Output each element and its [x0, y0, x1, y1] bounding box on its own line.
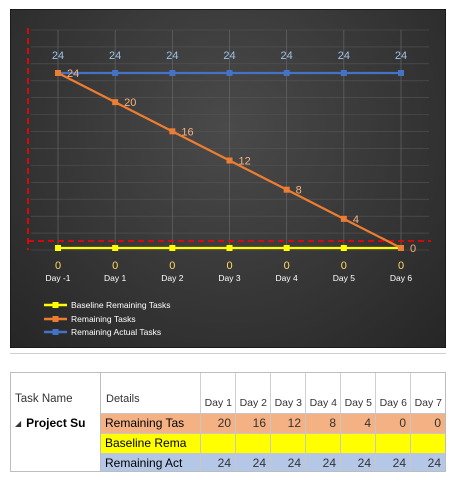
x-tick-label: Day 5	[333, 273, 355, 283]
remaining-tasks-point	[398, 245, 404, 251]
task-usage-table: Task Name ◢ Project Su Details Day 1 Day…	[10, 372, 446, 472]
remaining-data-label: 0	[410, 243, 416, 255]
baseline-data-label: 0	[55, 260, 61, 272]
detail-cell[interactable]	[376, 434, 411, 453]
remaining-tasks-point	[283, 186, 290, 193]
x-tick-label: Day -1	[45, 273, 70, 283]
baseline-remaining-point	[169, 245, 176, 251]
actual-data-label: 24	[52, 50, 64, 62]
actual-data-label: 24	[223, 50, 235, 62]
task-name: Project Su	[26, 416, 86, 430]
pane-divider[interactable]	[10, 353, 446, 354]
detail-row[interactable]: Baseline Rema	[101, 433, 445, 453]
baseline-data-label: 0	[398, 260, 404, 272]
baseline-data-label: 0	[112, 260, 118, 272]
remaining-data-label: 4	[353, 214, 359, 226]
legend-marker	[52, 302, 59, 308]
detail-label: Remaining Act	[101, 454, 201, 471]
detail-cell[interactable]: 24	[376, 454, 411, 471]
remaining-actual-point	[340, 70, 347, 76]
legend-marker	[52, 329, 59, 335]
detail-cell[interactable]	[306, 434, 341, 453]
x-tick-label: Day 4	[276, 273, 298, 283]
detail-cell[interactable]	[236, 434, 271, 453]
detail-cell[interactable]: 12	[271, 414, 306, 433]
detail-label: Baseline Rema	[101, 434, 201, 453]
baseline-data-label: 0	[226, 260, 232, 272]
remaining-data-label: 12	[239, 156, 251, 168]
details-header[interactable]: Details	[101, 373, 201, 413]
detail-cell[interactable]: 20	[201, 414, 236, 433]
baseline-data-label: 0	[169, 260, 175, 272]
actual-data-label: 24	[166, 50, 178, 62]
task-row[interactable]: ◢ Project Su	[11, 413, 101, 433]
detail-cell[interactable]	[271, 434, 306, 453]
timephased-grid: Details Day 1 Day 2 Day 3 Day 4 Day 5 Da…	[101, 373, 445, 471]
detail-cell[interactable]: 4	[341, 414, 376, 433]
x-tick-label: Day 3	[218, 273, 240, 283]
detail-row[interactable]: Remaining Tas 20 16 12 8 4 0 0	[101, 413, 445, 433]
baseline-remaining-point	[283, 245, 290, 251]
detail-cell[interactable]	[341, 434, 376, 453]
remaining-actual-point	[226, 70, 233, 76]
detail-cell[interactable]: 24	[236, 454, 271, 471]
task-name-column: Task Name ◢ Project Su	[11, 373, 101, 471]
actual-data-label: 24	[338, 50, 350, 62]
legend-marker	[52, 316, 59, 322]
legend-label: Remaining Actual Tasks	[71, 327, 161, 337]
burndown-chart: 24 24 24 24 24 24 24 24 20 16 12 8 4 0 0 0 0 0 0 0 0 Day -1 Da…	[10, 9, 446, 348]
legend-label: Baseline Remaining Tasks	[71, 300, 171, 310]
detail-cell[interactable]: 16	[236, 414, 271, 433]
baseline-data-label: 0	[341, 260, 347, 272]
day-header: Day 6	[376, 373, 411, 413]
task-name-header[interactable]: Task Name	[15, 393, 73, 405]
remaining-tasks-point	[169, 128, 176, 135]
x-tick-label: Day 2	[161, 273, 183, 283]
day-header: Day 3	[271, 373, 306, 413]
x-tick-label: Day 1	[104, 273, 126, 283]
actual-data-label: 24	[281, 50, 293, 62]
day-header: Day 2	[236, 373, 271, 413]
detail-label: Remaining Tas	[101, 414, 201, 433]
detail-cell[interactable]: 24	[201, 454, 236, 471]
remaining-tasks-point	[112, 99, 119, 106]
collapse-triangle-icon[interactable]: ◢	[15, 418, 22, 428]
remaining-data-label: 24	[67, 68, 79, 80]
detail-cell[interactable]	[411, 434, 445, 453]
detail-cell[interactable]: 24	[306, 454, 341, 471]
detail-cell[interactable]: 24	[271, 454, 306, 471]
baseline-remaining-point	[55, 245, 61, 251]
actual-data-label: 24	[395, 50, 407, 62]
remaining-data-label: 20	[124, 97, 136, 109]
detail-cell[interactable]: 0	[411, 414, 445, 433]
remaining-actual-point	[283, 70, 290, 76]
day-header: Day 1	[201, 373, 236, 413]
day-header: Day 7	[411, 373, 445, 413]
x-tick-label: Day 6	[390, 273, 412, 283]
remaining-tasks-point	[55, 70, 61, 76]
baseline-remaining-point	[226, 245, 233, 251]
detail-cell[interactable]: 24	[341, 454, 376, 471]
actual-data-label: 24	[109, 50, 121, 62]
detail-row[interactable]: Remaining Act 24 24 24 24 24 24 24	[101, 453, 445, 471]
remaining-data-label: 16	[181, 126, 193, 138]
remaining-tasks-point	[226, 157, 233, 164]
baseline-data-label: 0	[284, 260, 290, 272]
remaining-actual-point	[398, 70, 404, 76]
remaining-tasks-point	[340, 215, 347, 222]
remaining-actual-point	[169, 70, 176, 76]
legend-label: Remaining Tasks	[71, 314, 136, 324]
remaining-data-label: 8	[296, 185, 302, 197]
detail-cell[interactable]: 8	[306, 414, 341, 433]
remaining-actual-point	[112, 70, 119, 76]
detail-cell[interactable]	[201, 434, 236, 453]
detail-cell[interactable]: 24	[411, 454, 445, 471]
detail-cell[interactable]: 0	[376, 414, 411, 433]
day-header: Day 5	[341, 373, 376, 413]
baseline-remaining-point	[340, 245, 347, 251]
day-header: Day 4	[306, 373, 341, 413]
baseline-remaining-point	[112, 245, 119, 251]
grid-header: Details Day 1 Day 2 Day 3 Day 4 Day 5 Da…	[101, 373, 445, 413]
